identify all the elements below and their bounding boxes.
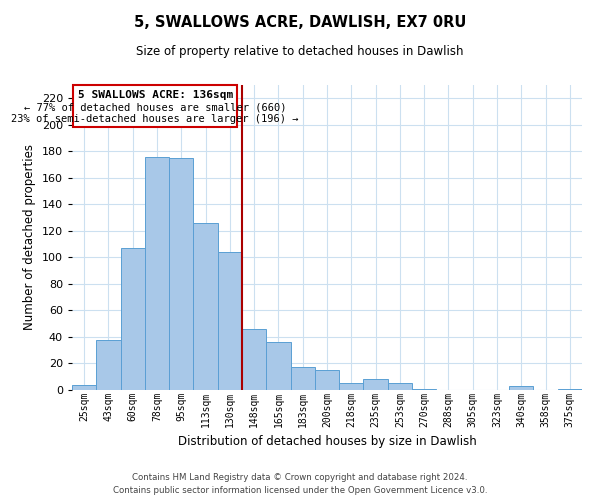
Bar	[388, 384, 412, 390]
Text: ← 77% of detached houses are smaller (660): ← 77% of detached houses are smaller (66…	[24, 102, 286, 112]
X-axis label: Distribution of detached houses by size in Dawlish: Distribution of detached houses by size …	[178, 435, 476, 448]
Y-axis label: Number of detached properties: Number of detached properties	[23, 144, 36, 330]
Bar	[290, 368, 315, 390]
FancyBboxPatch shape	[73, 85, 237, 128]
Bar	[145, 156, 169, 390]
Text: 23% of semi-detached houses are larger (196) →: 23% of semi-detached houses are larger (…	[11, 114, 299, 124]
Bar	[364, 380, 388, 390]
Bar	[315, 370, 339, 390]
Bar	[96, 340, 121, 390]
Bar	[169, 158, 193, 390]
Bar	[558, 388, 582, 390]
Text: Contains public sector information licensed under the Open Government Licence v3: Contains public sector information licen…	[113, 486, 487, 495]
Bar	[218, 252, 242, 390]
Text: 5, SWALLOWS ACRE, DAWLISH, EX7 0RU: 5, SWALLOWS ACRE, DAWLISH, EX7 0RU	[134, 15, 466, 30]
Bar	[339, 384, 364, 390]
Text: Size of property relative to detached houses in Dawlish: Size of property relative to detached ho…	[136, 45, 464, 58]
Bar	[72, 384, 96, 390]
Bar	[412, 388, 436, 390]
Bar	[242, 329, 266, 390]
Text: Contains HM Land Registry data © Crown copyright and database right 2024.: Contains HM Land Registry data © Crown c…	[132, 474, 468, 482]
Text: 5 SWALLOWS ACRE: 136sqm: 5 SWALLOWS ACRE: 136sqm	[77, 90, 233, 101]
Bar	[509, 386, 533, 390]
Bar	[193, 223, 218, 390]
Bar	[266, 342, 290, 390]
Bar	[121, 248, 145, 390]
